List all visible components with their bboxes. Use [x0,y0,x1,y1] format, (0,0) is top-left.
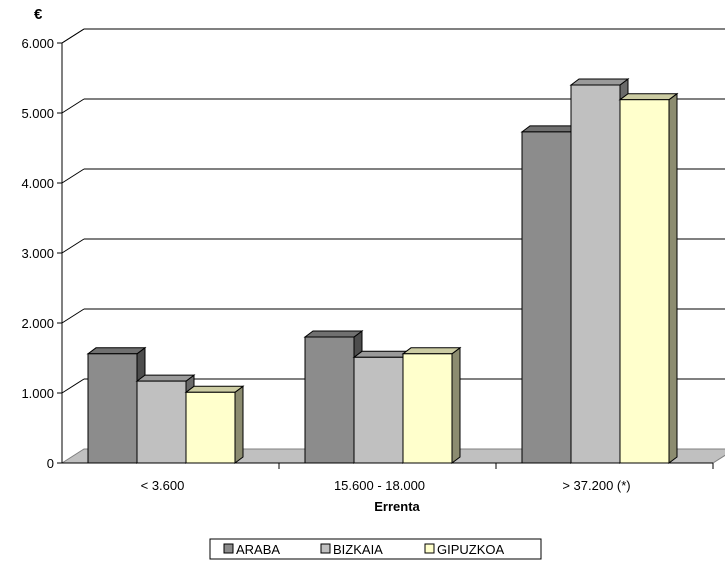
bars [86,78,679,464]
bar-top [184,385,245,393]
bar-top [569,78,630,86]
bar-side [668,92,678,464]
bar-top [135,374,196,382]
bar [401,346,462,464]
legend-swatch [223,543,234,554]
bar-side [234,385,244,464]
bar-side [451,346,461,464]
bar-top [303,330,364,338]
legend-swatch [320,543,331,554]
bar-front [136,380,187,464]
x-tick-label: 15.600 - 18.000 [334,478,425,493]
y-tick-label: 1.000 [21,386,54,401]
bar [184,385,245,464]
bar [520,124,581,464]
axis-depth-top [61,28,85,44]
y-tick-label: 0 [47,456,54,471]
legend-box [209,538,542,560]
bar-front [619,99,670,464]
y-tick-label: 6.000 [21,36,54,51]
bar-front [353,356,404,464]
bar [135,374,196,464]
bar-front [185,391,236,464]
bar-front [87,353,138,464]
legend-label: GIPUZKOA [437,542,505,557]
bar-front [521,131,572,464]
bar [352,350,413,464]
bar-top [86,347,147,355]
y-tick-label: 4.000 [21,176,54,191]
axes: 0 1.000 2.000 3.000 4.000 5.000 6.000 < 3.600 15… [21,28,714,493]
x-axis-title: Errenta [374,499,420,514]
y-tick-label: 3.000 [21,246,54,261]
bar-front [402,353,453,464]
legend-label: BIZKAIA [333,542,383,557]
legend-label: ARABA [236,542,280,557]
gridline-depth [61,98,85,114]
gridline-depth [61,378,85,394]
bar-front [570,84,621,464]
bar [303,330,364,464]
bar [618,92,679,464]
bar-top [520,125,581,133]
bar-top [618,93,679,101]
gridline-depth [61,168,85,184]
gridline-depth [61,308,85,324]
bar-front [304,336,355,464]
y-unit-label: € [34,6,43,23]
x-tick-label: > 37.200 (*) [562,478,630,493]
gridline-depth [61,238,85,254]
legend: ARABA BIZKAIA GIPUZKOA [209,538,542,560]
bar-top [401,347,462,355]
y-tick-label: 5.000 [21,106,54,121]
y-tick-label: 2.000 [21,316,54,331]
legend-swatch [424,543,435,554]
bar [86,346,147,464]
bar [569,78,630,464]
x-tick-label: < 3.600 [141,478,185,493]
